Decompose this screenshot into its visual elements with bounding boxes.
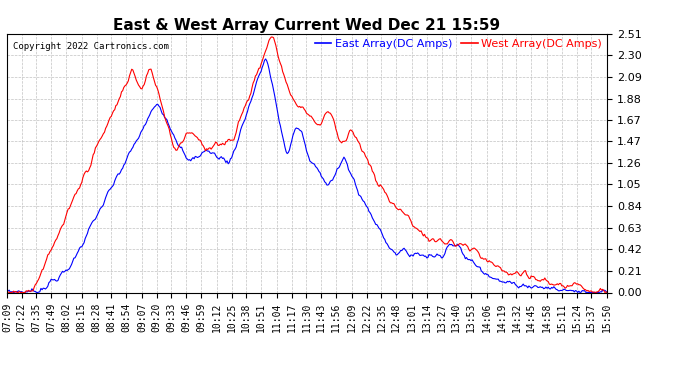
- Title: East & West Array Current Wed Dec 21 15:59: East & West Array Current Wed Dec 21 15:…: [113, 18, 501, 33]
- Legend: East Array(DC Amps), West Array(DC Amps): East Array(DC Amps), West Array(DC Amps): [315, 39, 602, 49]
- Text: Copyright 2022 Cartronics.com: Copyright 2022 Cartronics.com: [13, 42, 169, 51]
